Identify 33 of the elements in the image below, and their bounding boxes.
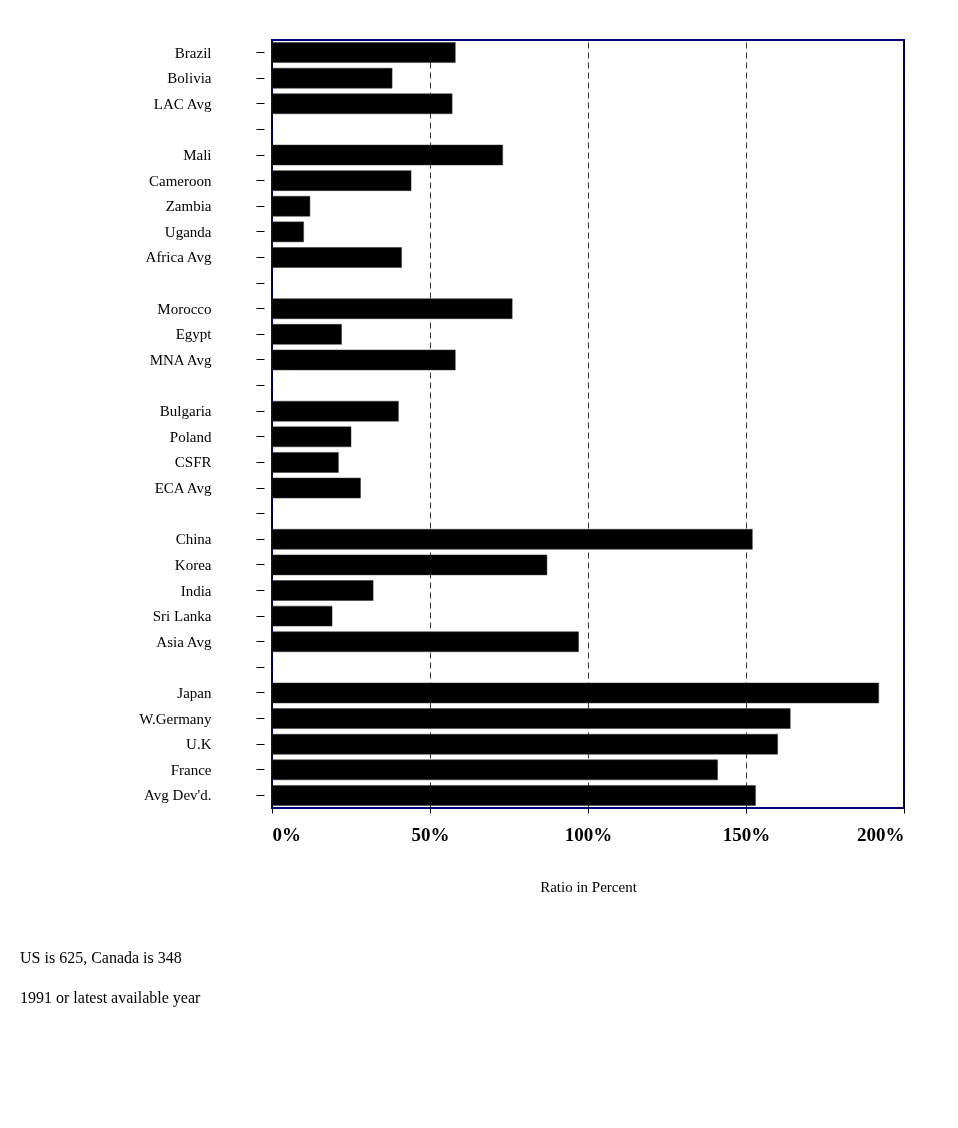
y-tick-label: ECA Avg bbox=[154, 480, 212, 497]
y-tick-label: Avg Dev'd. bbox=[144, 787, 212, 804]
y-tick-label: Mali bbox=[183, 147, 212, 164]
y-tick-label: Poland bbox=[169, 428, 212, 445]
y-tick-label: Egypt bbox=[175, 326, 213, 343]
y-tick-label: India bbox=[180, 582, 212, 599]
y-tick-label: Uganda bbox=[164, 223, 212, 240]
y-tick-label: Bulgaria bbox=[159, 403, 212, 420]
y-tick-label: U.K bbox=[186, 736, 212, 753]
x-tick-label: 100% bbox=[564, 823, 613, 845]
y-tick-label: Africa Avg bbox=[145, 249, 212, 266]
y-tick-label: China bbox=[175, 531, 212, 548]
y-tick-label: Cameroon bbox=[149, 172, 212, 189]
y-tick-label: MNA Avg bbox=[149, 351, 212, 368]
y-tick-label: Bolivia bbox=[167, 70, 212, 87]
y-tick-label: W.Germany bbox=[139, 710, 212, 727]
y-tick-label: Korea bbox=[174, 556, 212, 573]
y-tick-label: France bbox=[170, 761, 212, 778]
text: 1991 or latest available year bbox=[20, 989, 202, 1007]
x-tick-label: 50% bbox=[411, 823, 450, 845]
y-tick-label: LAC Avg bbox=[153, 95, 212, 112]
text: US is 625, Canada is 348 bbox=[20, 949, 182, 966]
y-tick-label: Sri Lanka bbox=[152, 608, 212, 625]
y-tick-label: Asia Avg bbox=[156, 633, 212, 650]
x-tick-label: 150% bbox=[722, 823, 771, 845]
y-tick-label: Japan bbox=[177, 684, 212, 701]
x-axis-title: Ratio in Percent bbox=[540, 878, 638, 895]
y-tick-label: Zambia bbox=[165, 198, 212, 215]
x-tick-label: 200% bbox=[857, 823, 905, 845]
y-tick-label: Brazil bbox=[174, 44, 212, 61]
y-tick-label: CSFR bbox=[174, 454, 212, 471]
y-tick-label: Morocco bbox=[157, 300, 212, 317]
x-tick-label: 0% bbox=[272, 823, 301, 845]
